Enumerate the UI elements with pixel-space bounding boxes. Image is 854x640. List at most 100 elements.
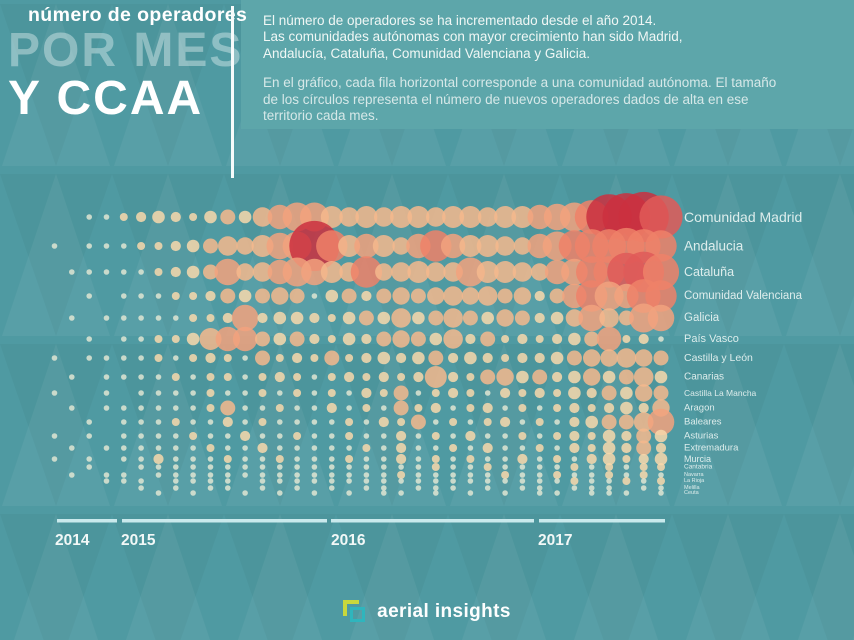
- bubble: [103, 445, 110, 451]
- bubble: [552, 333, 563, 345]
- bubble: [155, 293, 162, 299]
- bubble: [259, 485, 266, 491]
- bubble: [255, 288, 270, 304]
- bubble: [553, 455, 562, 463]
- bubble: [206, 314, 215, 322]
- bubble: [570, 477, 579, 485]
- bubble: [363, 485, 370, 491]
- bubble: [311, 490, 318, 496]
- bubble: [450, 478, 456, 484]
- bubble: [154, 268, 163, 276]
- bubble: [173, 478, 179, 484]
- row-label: Canarias: [684, 372, 724, 383]
- bubble: [596, 326, 622, 352]
- bubble: [450, 464, 456, 470]
- bubble: [363, 464, 370, 470]
- row-label: Comunidad Madrid: [684, 209, 802, 225]
- year-label: 2014: [55, 532, 90, 549]
- bubble: [363, 478, 370, 484]
- bubble: [103, 214, 110, 220]
- bubble: [397, 418, 406, 426]
- bubble: [311, 374, 318, 380]
- bubble: [273, 332, 287, 346]
- bubble: [51, 390, 58, 396]
- bubble: [588, 490, 595, 496]
- bubble: [375, 263, 393, 281]
- bubble: [103, 355, 110, 361]
- bubble: [376, 288, 392, 304]
- bubble: [565, 309, 584, 327]
- bubble: [255, 350, 270, 366]
- bubble: [390, 206, 413, 228]
- bubble: [190, 472, 196, 478]
- chart-row: Castilla y León: [51, 348, 753, 368]
- bubble: [301, 258, 328, 286]
- bubble: [377, 351, 391, 365]
- bubble: [259, 478, 266, 484]
- bubble: [51, 433, 58, 439]
- bubble: [273, 311, 287, 325]
- bubble: [69, 405, 75, 411]
- bubble: [535, 418, 544, 426]
- bubble: [398, 490, 404, 496]
- bubble: [242, 490, 248, 496]
- bubble: [155, 405, 162, 411]
- row-label: Melilla: [684, 485, 701, 491]
- bubble: [121, 355, 127, 361]
- bubble: [277, 390, 283, 396]
- bubble: [190, 390, 196, 396]
- bubble: [173, 315, 179, 321]
- bubble: [658, 336, 664, 342]
- bubble: [225, 478, 231, 484]
- bubble: [277, 478, 283, 484]
- bubble: [431, 432, 440, 440]
- bubble: [477, 207, 498, 227]
- bubble: [222, 312, 233, 324]
- bubble: [600, 349, 618, 367]
- kicker-text: número de operadores: [28, 4, 248, 26]
- bubble: [415, 433, 422, 439]
- bubble: [327, 314, 336, 322]
- bubble: [242, 355, 248, 361]
- bubble: [293, 373, 302, 381]
- bubble: [602, 441, 616, 455]
- bubble: [103, 472, 110, 478]
- bubble: [450, 472, 456, 478]
- bubble: [448, 387, 459, 399]
- bubble: [207, 456, 214, 462]
- bubble: [449, 444, 458, 452]
- bubble: [381, 490, 387, 496]
- bubble: [327, 335, 336, 343]
- bubble: [138, 355, 144, 361]
- chart-row: La Rioja: [103, 477, 705, 485]
- bubble: [571, 472, 578, 478]
- bubble: [206, 389, 215, 397]
- bubble: [640, 485, 647, 491]
- bubble: [433, 485, 439, 491]
- bubble: [310, 354, 319, 362]
- bubble: [430, 402, 441, 414]
- bubble: [420, 230, 452, 262]
- bubble: [137, 242, 146, 250]
- bubble: [513, 237, 532, 255]
- bubble: [550, 351, 564, 365]
- bubble: [155, 445, 162, 451]
- bubble: [519, 485, 526, 491]
- bubble: [534, 387, 545, 399]
- bubble: [381, 456, 387, 462]
- bubble: [225, 464, 231, 470]
- bubble: [329, 433, 335, 439]
- year-label: 2017: [538, 532, 572, 549]
- row-label: Castilla y León: [684, 352, 753, 364]
- bubble: [569, 402, 580, 414]
- bubble: [606, 478, 612, 484]
- bubble: [535, 335, 544, 343]
- bubble: [500, 416, 511, 428]
- bubble: [381, 433, 387, 439]
- bubble: [415, 390, 422, 396]
- bubble: [309, 312, 320, 324]
- bubble: [639, 195, 683, 239]
- bubble: [647, 304, 675, 332]
- bubble: [362, 444, 371, 452]
- chart-row: Baleares: [86, 408, 722, 436]
